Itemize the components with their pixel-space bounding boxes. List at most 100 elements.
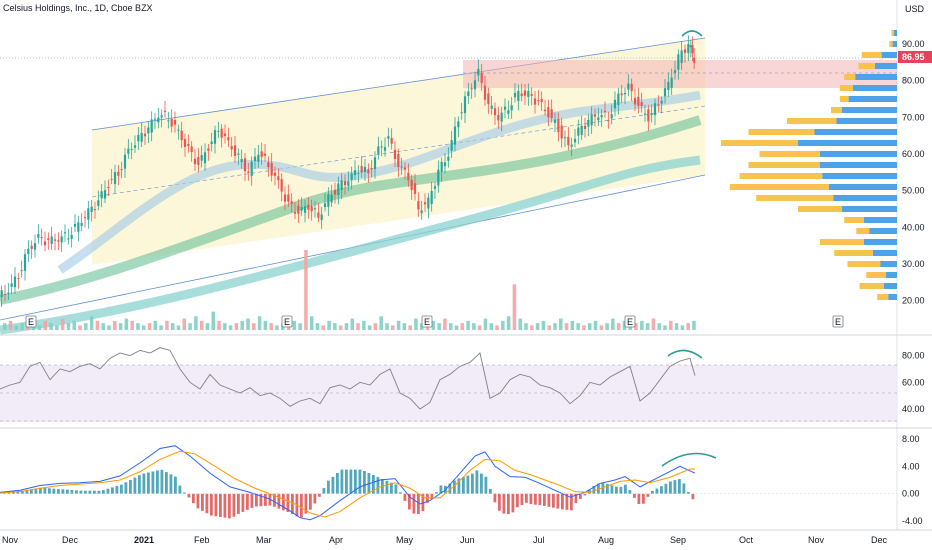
volume-profile-row-yellow bbox=[839, 85, 853, 91]
candle-body bbox=[630, 83, 633, 92]
macd-histogram-bar bbox=[660, 486, 663, 494]
volume-bar bbox=[593, 320, 598, 330]
candle-body bbox=[363, 166, 367, 173]
macd-histogram-bar bbox=[16, 490, 20, 494]
candle-body bbox=[103, 190, 107, 199]
macd-histogram-bar bbox=[282, 493, 285, 511]
macd-histogram-bar bbox=[453, 480, 456, 494]
candle-body bbox=[537, 100, 540, 102]
macd-histogram-bar bbox=[30, 489, 33, 494]
macd-histogram-bar bbox=[511, 493, 515, 513]
earnings-marker[interactable] bbox=[832, 315, 844, 328]
volume-profile-row-blue bbox=[881, 52, 897, 58]
rsi-line[interactable] bbox=[0, 347, 696, 410]
candle-body bbox=[0, 290, 3, 297]
volume-profile-row-blue bbox=[848, 96, 897, 102]
volume-profile-row-yellow bbox=[798, 206, 842, 212]
earnings-marker-label: E bbox=[835, 317, 841, 327]
candle-body bbox=[473, 80, 477, 90]
volume-bar bbox=[3, 323, 7, 330]
candle-body bbox=[127, 148, 130, 154]
volume-profile-row-blue bbox=[855, 74, 897, 80]
volume-profile-row-yellow bbox=[839, 96, 849, 102]
candle-body bbox=[503, 106, 507, 110]
macd-arc-annotation[interactable] bbox=[661, 452, 717, 467]
candle-body bbox=[550, 109, 553, 119]
candle-body bbox=[523, 90, 527, 96]
candle-body bbox=[463, 96, 467, 114]
earnings-marker[interactable] bbox=[421, 315, 433, 328]
macd-histogram-bar bbox=[687, 492, 690, 494]
time-tick-label: Dec bbox=[871, 535, 888, 545]
candle-body bbox=[533, 98, 537, 105]
candle-body bbox=[480, 72, 483, 83]
last-price-label: 86.95 bbox=[902, 52, 925, 62]
macd-histogram-bar bbox=[547, 493, 551, 507]
macd-histogram-bar bbox=[412, 493, 416, 514]
earnings-marker[interactable] bbox=[624, 315, 636, 328]
candle-body bbox=[150, 119, 153, 133]
candle-body bbox=[477, 69, 480, 76]
volume-bar bbox=[454, 325, 459, 330]
volume-profile-row-blue bbox=[872, 250, 897, 256]
time-tick-label: Apr bbox=[329, 535, 343, 545]
candle-body bbox=[367, 169, 370, 174]
candle-body bbox=[293, 212, 297, 214]
macd-histogram-bar bbox=[538, 493, 542, 506]
macd-histogram-bar bbox=[534, 493, 537, 505]
volume-profile-row-blue bbox=[888, 294, 897, 300]
macd-signal-line[interactable] bbox=[0, 450, 695, 518]
volume-bar bbox=[501, 320, 505, 330]
volume-bar bbox=[663, 325, 667, 330]
candle-body bbox=[267, 162, 270, 168]
volume-bar bbox=[512, 284, 517, 330]
volume-bar bbox=[489, 323, 493, 330]
candle-body bbox=[620, 93, 623, 96]
time-tick-label: Oct bbox=[739, 535, 754, 545]
macd-histogram-bar bbox=[403, 493, 407, 501]
macd-line[interactable] bbox=[0, 445, 696, 521]
candle-body bbox=[250, 161, 253, 176]
volume-bar bbox=[72, 320, 76, 330]
macd-histogram-bar bbox=[124, 482, 128, 494]
volume-bar bbox=[645, 323, 650, 330]
candle-body bbox=[410, 179, 413, 191]
volume-bar bbox=[252, 323, 256, 330]
earnings-marker[interactable] bbox=[25, 315, 37, 328]
volume-profile-row-yellow bbox=[721, 140, 798, 146]
macd-histogram-bar bbox=[507, 493, 510, 515]
candle-body bbox=[230, 146, 233, 150]
volume-bar bbox=[292, 320, 297, 330]
candle-body bbox=[140, 132, 143, 142]
resistance-zone[interactable] bbox=[463, 60, 897, 88]
volume-profile bbox=[721, 30, 897, 300]
macd-histogram-bar bbox=[525, 493, 528, 503]
candle-body bbox=[183, 138, 187, 147]
macd-histogram-bar bbox=[628, 490, 632, 494]
macd-histogram-bar bbox=[66, 489, 69, 494]
candle-body bbox=[237, 153, 240, 155]
candle-body bbox=[170, 118, 173, 127]
channel-upper-line[interactable] bbox=[91, 37, 706, 131]
macd-histogram-bar bbox=[574, 493, 578, 504]
candle-body bbox=[413, 183, 417, 194]
macd-histogram-bar bbox=[151, 471, 155, 494]
top-arc-annotation[interactable] bbox=[681, 30, 703, 37]
volume-profile-row-yellow bbox=[866, 272, 886, 278]
earnings-marker[interactable] bbox=[281, 315, 293, 328]
macd-histogram-bar bbox=[331, 476, 335, 494]
rsi-arc-annotation[interactable] bbox=[667, 349, 703, 359]
volume-bar bbox=[379, 316, 383, 330]
macd-histogram-bar bbox=[313, 493, 317, 504]
macd-histogram-bar bbox=[277, 493, 281, 509]
volume-bar bbox=[14, 325, 19, 330]
volume-bar bbox=[205, 323, 210, 330]
candle-body bbox=[607, 120, 610, 122]
macd-histogram-bar bbox=[372, 475, 375, 494]
macd-histogram-bar bbox=[556, 493, 560, 509]
candle-body bbox=[130, 149, 133, 151]
macd-histogram-bar bbox=[655, 488, 659, 494]
volume-bar bbox=[142, 325, 146, 330]
candle-body bbox=[653, 103, 657, 116]
